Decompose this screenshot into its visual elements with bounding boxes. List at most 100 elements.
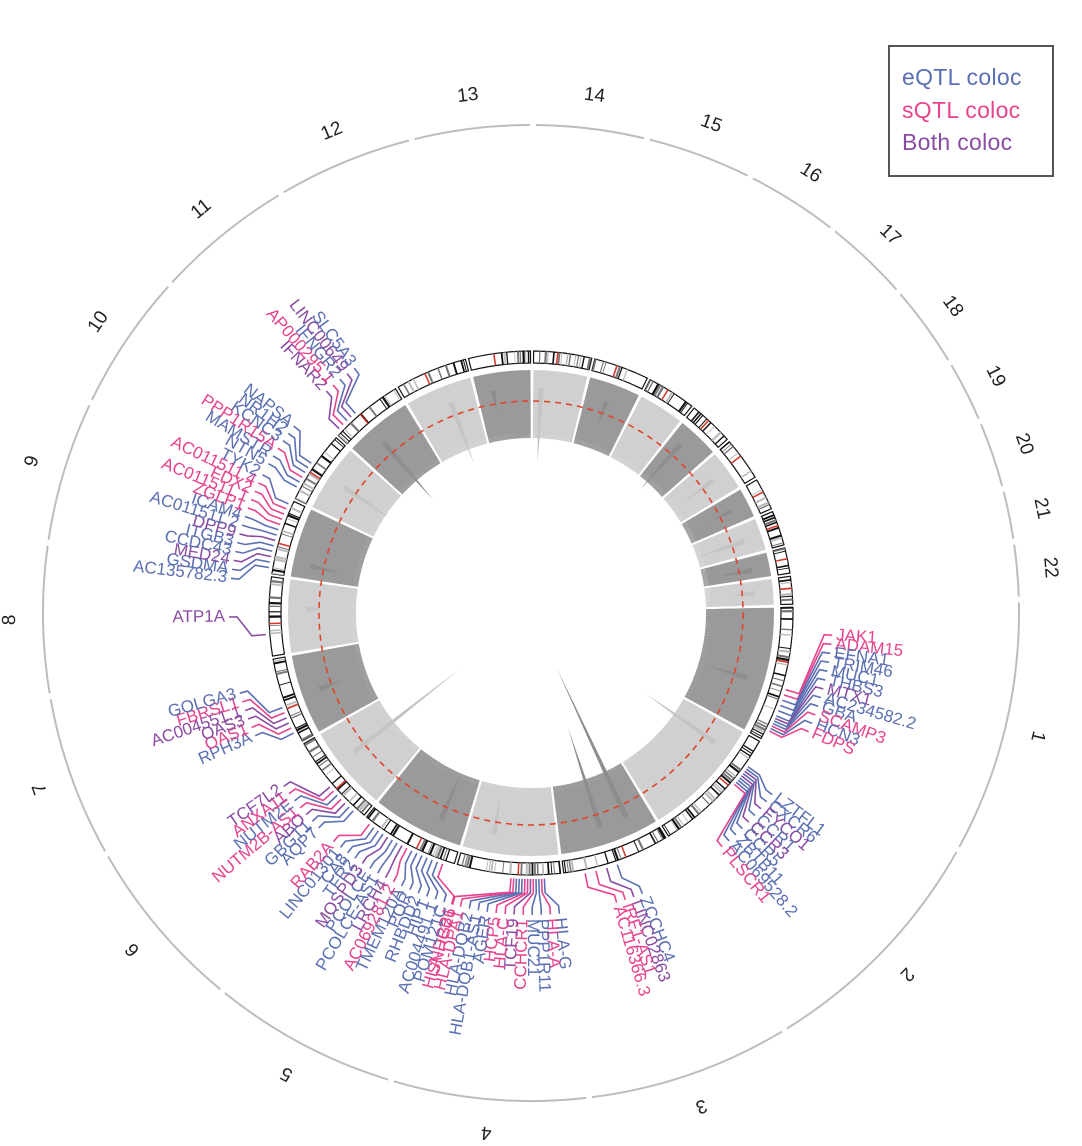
ideogram-band: [302, 482, 315, 491]
manhattan-signal: [685, 514, 715, 531]
manhattan-signal: [332, 666, 365, 679]
manhattan-signal: [353, 478, 392, 509]
ideogram-band: [637, 838, 645, 851]
ideogram-band: [586, 357, 592, 370]
gene-connector: [780, 660, 830, 712]
ideogram-band: [690, 411, 700, 422]
ideogram-band: [602, 361, 607, 374]
gene-label: HLA-C: [490, 917, 513, 969]
ideogram-band: [270, 579, 284, 584]
legend-sqtl: sQTL coloc: [902, 97, 1021, 123]
manhattan-signal: [664, 470, 699, 501]
ideogram-band: [667, 393, 675, 404]
manhattan-signal: [316, 668, 366, 687]
manhattan-signal: [700, 560, 737, 571]
ideogram-band: [301, 733, 313, 741]
manhattan-signal: [618, 424, 642, 463]
ideogram-band: [331, 775, 342, 785]
ideogram-band: [770, 537, 783, 542]
gene-connector: [283, 780, 331, 798]
manhattan-signal: [674, 489, 709, 514]
manhattan-signal: [309, 591, 357, 599]
ideogram-band: [780, 598, 793, 602]
manhattan-signal: [687, 525, 710, 537]
manhattan-signal: [457, 778, 476, 824]
manhattan-signal: [412, 456, 426, 475]
ideogram-band: [296, 724, 308, 732]
manhattan-signal: [543, 400, 549, 439]
manhattan-signal: [383, 727, 401, 743]
ideogram-band: [546, 351, 549, 364]
manhattan-signal: [392, 734, 407, 748]
ideogram-band: [665, 391, 674, 404]
ideogram-band: [653, 384, 662, 397]
manhattan-signal: [423, 441, 439, 466]
manhattan-signal: [578, 420, 588, 446]
manhattan-signal: [535, 787, 540, 814]
manhattan-signal: [422, 766, 450, 813]
ideogram-band: [553, 861, 556, 874]
gene-connector: [233, 552, 272, 563]
ideogram-band: [427, 371, 434, 384]
ideogram-band: [301, 485, 313, 493]
gene-connector: [247, 715, 290, 730]
manhattan-signal: [705, 598, 729, 602]
ideogram-band: [269, 631, 282, 635]
manhattan-signal: [704, 580, 758, 590]
manhattan-signal: [370, 722, 396, 744]
manhattan-signal: [486, 784, 497, 821]
manhattan-signal: [634, 458, 646, 473]
chromosome-number-label: 16: [796, 158, 825, 187]
gene-connector: [771, 711, 816, 733]
ideogram-band: [704, 791, 715, 803]
ideogram-band: [778, 579, 792, 583]
gene-connector: [392, 847, 408, 883]
ideogram-centromere: [286, 703, 299, 710]
manhattan-signal: [628, 422, 661, 469]
manhattan-signal: [527, 787, 531, 840]
manhattan-signal: [682, 510, 710, 527]
ideogram-band: [341, 785, 351, 795]
ideogram-band: [315, 754, 326, 763]
gene-connector: [288, 787, 335, 802]
gene-connector: [540, 878, 552, 915]
ideogram-band: [614, 366, 622, 379]
manhattan-signal: [556, 387, 566, 441]
manhattan-signal: [505, 404, 512, 440]
ideogram-band: [706, 789, 717, 800]
ideogram-band: [723, 445, 734, 455]
manhattan-signal: [308, 569, 360, 582]
gene-connector: [282, 440, 306, 474]
manhattan-signal: [345, 660, 364, 668]
manhattan-peak: [683, 478, 715, 503]
chromosome-outer-arc: [42, 545, 51, 694]
manhattan-signal: [611, 426, 630, 459]
ideogram-band: [753, 725, 765, 734]
chromosome-outer-arc: [107, 855, 221, 991]
gene-connector: [722, 781, 748, 842]
manhattan-signal: [351, 533, 372, 544]
ideogram-band: [617, 367, 623, 379]
manhattan-signal: [580, 427, 587, 446]
ideogram-band: [690, 804, 700, 815]
manhattan-signal: [563, 394, 574, 442]
manhattan-signal: [548, 786, 556, 832]
manhattan-signal: [687, 522, 713, 536]
manhattan-signal: [374, 740, 413, 782]
manhattan-signal: [674, 492, 707, 515]
manhattan-signal: [702, 569, 744, 579]
gene-connector: [495, 878, 526, 914]
ideogram-band: [771, 542, 784, 547]
manhattan-signal: [349, 704, 383, 727]
manhattan-signal: [596, 430, 606, 452]
manhattan-signal: [542, 393, 548, 439]
manhattan-signal: [619, 426, 643, 463]
ideogram-band: [780, 610, 793, 613]
manhattan-signal: [377, 464, 406, 492]
manhattan-signal: [675, 493, 707, 516]
ideogram-band: [392, 824, 401, 837]
gene-connector: [384, 845, 403, 879]
ideogram-band: [657, 827, 666, 839]
manhattan-signal: [686, 509, 730, 533]
